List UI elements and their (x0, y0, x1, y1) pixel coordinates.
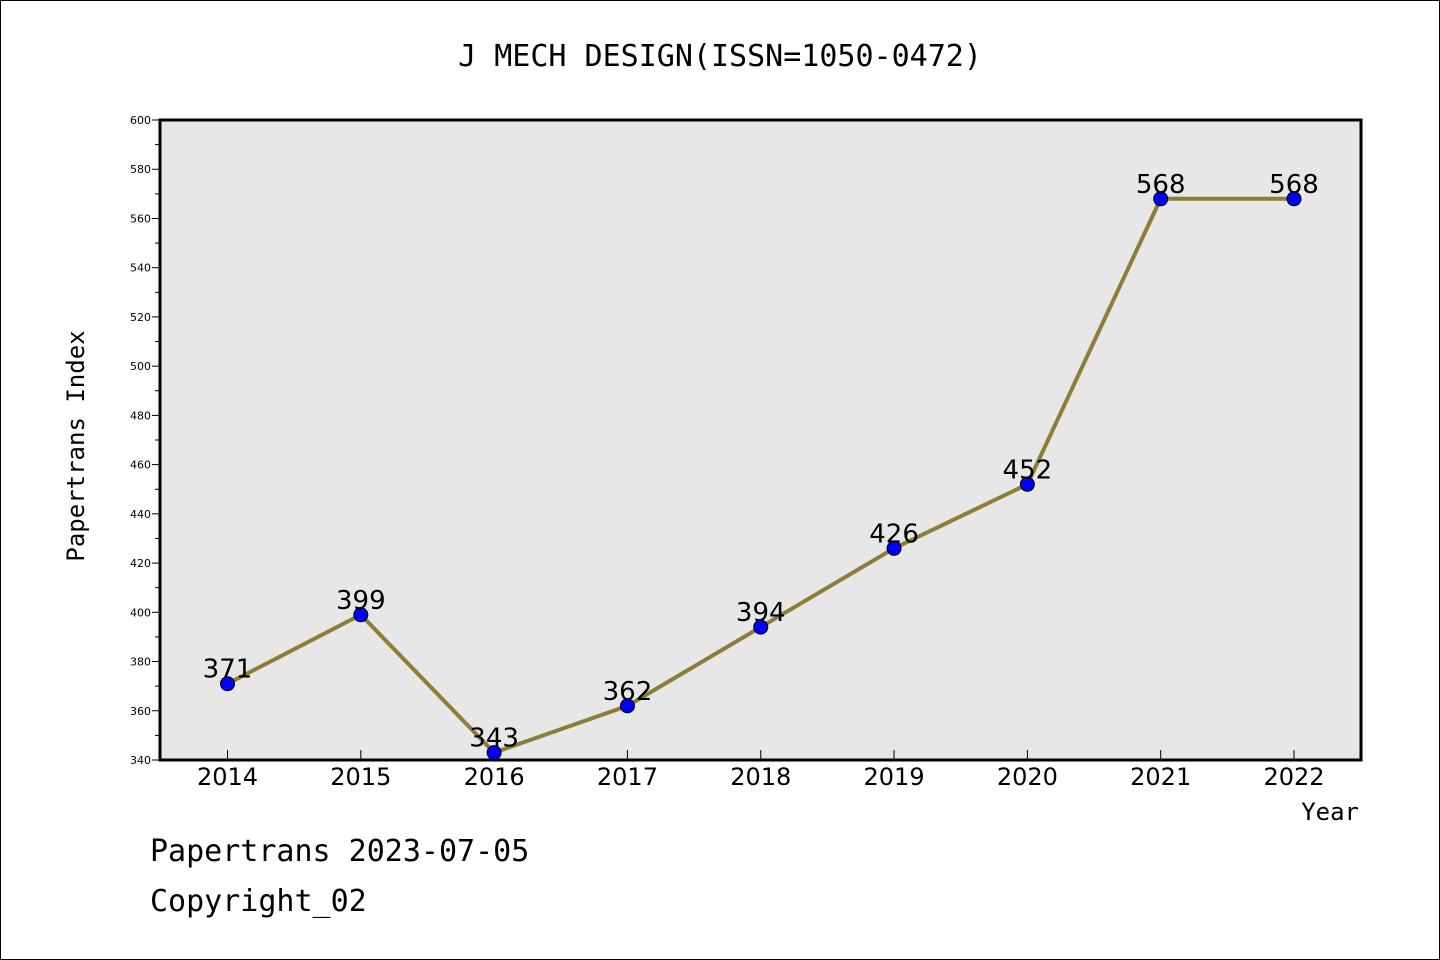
x-axis: 2014 2015 2016 2017 2018 2019 2020 2021 2022 (197, 750, 1325, 791)
x-tick-label: 2021 (1130, 763, 1191, 791)
y-tick-label: 520 (130, 311, 151, 324)
x-tick-label: 2019 (864, 763, 925, 791)
data-point (220, 676, 235, 692)
y-tick-label: 580 (130, 163, 151, 176)
footer-date: Papertrans 2023-07-05 (150, 834, 530, 869)
x-axis-title: Year (1301, 798, 1359, 826)
y-tick-label: 420 (130, 557, 151, 570)
data-label: 426 (869, 519, 919, 549)
data-point (353, 607, 369, 623)
x-tick-label: 2015 (330, 763, 391, 791)
y-axis-title: Papertrans Index (62, 330, 90, 561)
x-tick-label: 2014 (197, 763, 258, 791)
data-label: 452 (1003, 455, 1053, 485)
data-label: 394 (736, 598, 786, 628)
y-axis: 340 360 380 400 420 440 460 480 500 520 540 560 580 6… (130, 114, 160, 767)
data-label: 371 (203, 655, 253, 685)
y-tick-label: 340 (130, 754, 151, 767)
x-tick-label: 2017 (597, 763, 658, 791)
footer-copyright: Copyright_02 (150, 884, 367, 919)
y-tick-label: 600 (130, 114, 151, 127)
data-point (486, 745, 502, 761)
data-label: 568 (1269, 170, 1319, 200)
chart-title: J MECH DESIGN(ISSN=1050-0472) (458, 39, 982, 74)
y-tick-label: 400 (130, 606, 151, 619)
data-label: 399 (336, 586, 386, 616)
data-point (1153, 191, 1169, 207)
y-tick-label: 440 (130, 508, 151, 521)
data-point (1286, 191, 1302, 207)
data-point (886, 540, 902, 556)
x-tick-label: 2016 (464, 763, 525, 791)
data-label: 568 (1136, 170, 1186, 200)
y-tick-label: 560 (130, 212, 151, 225)
y-tick-label: 540 (130, 262, 151, 275)
data-labels: 371 399 343 362 394 426 452 568 568 (203, 170, 1319, 754)
data-point (619, 698, 635, 714)
x-tick-label: 2022 (1263, 763, 1324, 791)
y-tick-label: 460 (130, 459, 151, 472)
y-tick-label: 500 (130, 360, 151, 373)
data-point (1019, 476, 1035, 492)
data-label: 343 (469, 724, 519, 754)
y-tick-label: 380 (130, 656, 151, 669)
series-points (220, 191, 1302, 761)
x-tick-label: 2020 (997, 763, 1058, 791)
y-tick-label: 480 (130, 409, 151, 422)
data-point (753, 619, 769, 635)
y-tick-label: 360 (130, 705, 151, 718)
data-label: 362 (603, 677, 653, 707)
x-tick-label: 2018 (730, 763, 791, 791)
plot-area (158, 118, 1363, 762)
